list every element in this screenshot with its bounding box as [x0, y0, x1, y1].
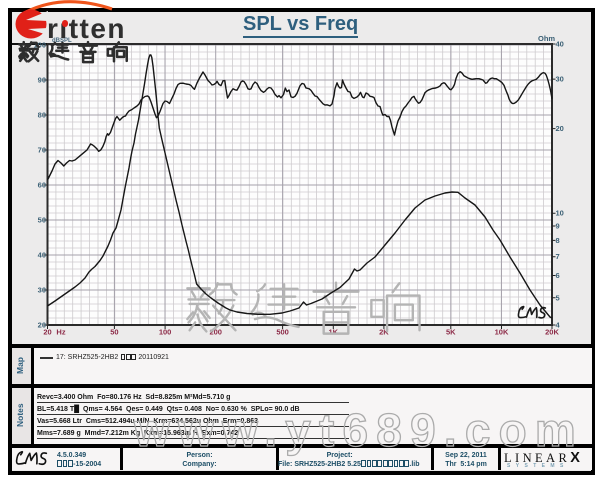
svg-text:30: 30 — [556, 75, 564, 84]
svg-text:2K: 2K — [379, 328, 389, 337]
svg-text:dBSPL: dBSPL — [52, 38, 72, 44]
svg-text:5K: 5K — [446, 328, 456, 337]
svg-text:200: 200 — [209, 328, 222, 337]
svg-text:50: 50 — [38, 216, 46, 225]
svg-text:20K: 20K — [545, 328, 559, 337]
svg-text:100: 100 — [159, 328, 172, 337]
svg-text:30: 30 — [38, 286, 46, 295]
svg-text:10K: 10K — [495, 328, 509, 337]
svg-text:20: 20 — [43, 328, 51, 337]
svg-text:6: 6 — [556, 271, 560, 280]
svg-text:Ohm: Ohm — [538, 34, 555, 43]
svg-text:20: 20 — [556, 124, 564, 133]
svg-text:10: 10 — [556, 209, 564, 218]
svg-text:70: 70 — [38, 146, 46, 155]
svg-text:1K: 1K — [329, 328, 339, 337]
svg-text:50: 50 — [110, 328, 118, 337]
svg-text:5: 5 — [556, 293, 560, 302]
svg-text:Hz: Hz — [56, 328, 65, 337]
svg-text:8: 8 — [556, 236, 560, 245]
svg-text:60: 60 — [38, 181, 46, 190]
svg-text:7: 7 — [556, 252, 560, 261]
svg-text:40: 40 — [38, 251, 46, 260]
svg-text:100: 100 — [33, 41, 46, 50]
svg-text:4: 4 — [556, 321, 561, 330]
svg-text:90: 90 — [38, 76, 46, 85]
svg-text:500: 500 — [276, 328, 289, 337]
svg-text:40: 40 — [556, 40, 564, 49]
svg-text:9: 9 — [556, 222, 560, 231]
svg-text:20: 20 — [38, 321, 46, 330]
svg-text:80: 80 — [38, 111, 46, 120]
